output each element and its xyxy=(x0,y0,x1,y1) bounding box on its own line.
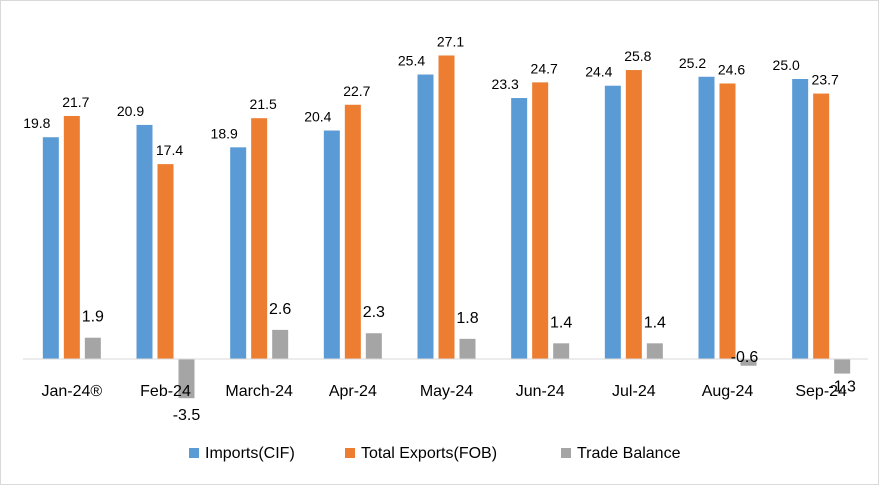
data-label-imports-4: 25.4 xyxy=(398,53,425,69)
data-label-imports-0: 19.8 xyxy=(23,115,50,131)
data-label-exports-1: 17.4 xyxy=(156,142,183,158)
bars-layer xyxy=(42,55,851,399)
bar-exports-5 xyxy=(532,82,549,360)
data-label-trade-balance-4: 1.8 xyxy=(456,310,478,327)
category-label-2: March-24 xyxy=(225,383,293,400)
category-label-5: Jun-24 xyxy=(516,383,565,400)
bar-exports-7 xyxy=(719,83,736,359)
data-label-trade-balance-8: -1.3 xyxy=(828,379,856,396)
legend: Imports(CIF) Total Exports(FOB) Trade Bala… xyxy=(189,445,681,462)
bar-imports-4 xyxy=(417,74,434,360)
data-label-exports-2: 21.5 xyxy=(250,96,277,112)
bar-imports-2 xyxy=(230,147,247,359)
legend-swatch-imports xyxy=(189,448,199,458)
data-label-exports-5: 24.7 xyxy=(531,60,558,76)
category-labels-layer: Jan-24® Feb-24 March-24 Apr-24 May-24 Jun-24 J… xyxy=(41,383,847,400)
bar-trade-balance-0 xyxy=(84,337,101,359)
bar-exports-8 xyxy=(813,93,830,359)
bar-exports-6 xyxy=(625,70,642,359)
bar-exports-1 xyxy=(157,164,174,359)
bar-imports-6 xyxy=(604,85,621,359)
bar-trade-balance-4 xyxy=(459,338,476,359)
legend-label-exports: Total Exports(FOB) xyxy=(361,445,497,462)
data-label-trade-balance-1: -3.5 xyxy=(173,407,201,424)
data-label-exports-0: 21.7 xyxy=(62,94,89,110)
bar-imports-3 xyxy=(323,130,340,359)
data-label-imports-1: 20.9 xyxy=(117,103,144,119)
bar-trade-balance-1 xyxy=(178,359,195,399)
data-label-trade-balance-0: 1.9 xyxy=(82,309,104,326)
bar-imports-7 xyxy=(698,76,715,359)
data-label-trade-balance-6: 1.4 xyxy=(644,314,666,331)
data-label-exports-7: 24.6 xyxy=(718,61,745,77)
data-label-imports-8: 25.0 xyxy=(773,57,800,73)
data-label-exports-6: 25.8 xyxy=(624,48,651,64)
category-label-3: Apr-24 xyxy=(329,383,377,400)
category-label-4: May-24 xyxy=(420,383,473,400)
category-label-7: Aug-24 xyxy=(702,383,754,400)
bar-exports-0 xyxy=(63,115,80,360)
bar-trade-balance-5 xyxy=(553,343,570,359)
data-label-imports-2: 18.9 xyxy=(211,125,238,141)
data-label-exports-8: 23.7 xyxy=(812,72,839,88)
data-label-imports-6: 24.4 xyxy=(585,64,612,80)
bar-imports-5 xyxy=(511,98,528,359)
data-label-trade-balance-7: -0.6 xyxy=(731,349,759,366)
category-label-6: Jul-24 xyxy=(612,383,656,400)
bar-exports-3 xyxy=(344,104,361,359)
category-label-0: Jan-24® xyxy=(41,383,102,400)
legend-label-imports: Imports(CIF) xyxy=(205,445,295,462)
bar-trade-balance-3 xyxy=(365,333,382,359)
bar-imports-1 xyxy=(136,124,153,359)
bar-trade-balance-8 xyxy=(834,359,851,374)
data-label-exports-3: 22.7 xyxy=(343,83,370,99)
bar-imports-0 xyxy=(42,137,59,359)
legend-label-trade-balance: Trade Balance xyxy=(577,445,681,462)
bar-exports-4 xyxy=(438,55,455,359)
bar-trade-balance-2 xyxy=(272,329,289,359)
data-label-exports-4: 27.1 xyxy=(437,33,464,49)
data-label-trade-balance-5: 1.4 xyxy=(550,314,572,331)
data-label-imports-5: 23.3 xyxy=(492,76,519,92)
legend-swatch-trade-balance xyxy=(561,448,571,458)
data-label-imports-3: 20.4 xyxy=(304,109,331,125)
bar-trade-balance-6 xyxy=(646,343,663,359)
category-label-1: Feb-24 xyxy=(140,383,191,400)
data-labels-layer: 19.8 21.7 1.9 20.9 17.4 -3.5 18.9 21.5 2.6 20.4 22… xyxy=(23,33,856,424)
category-label-8: Sep-24 xyxy=(795,383,847,400)
data-label-trade-balance-3: 2.3 xyxy=(363,304,385,321)
bar-trade-balance-7 xyxy=(740,359,757,366)
bar-imports-8 xyxy=(792,79,809,359)
data-label-imports-7: 25.2 xyxy=(679,55,706,71)
legend-swatch-exports xyxy=(345,448,355,458)
bar-exports-2 xyxy=(251,118,268,359)
data-label-trade-balance-2: 2.6 xyxy=(269,301,291,318)
